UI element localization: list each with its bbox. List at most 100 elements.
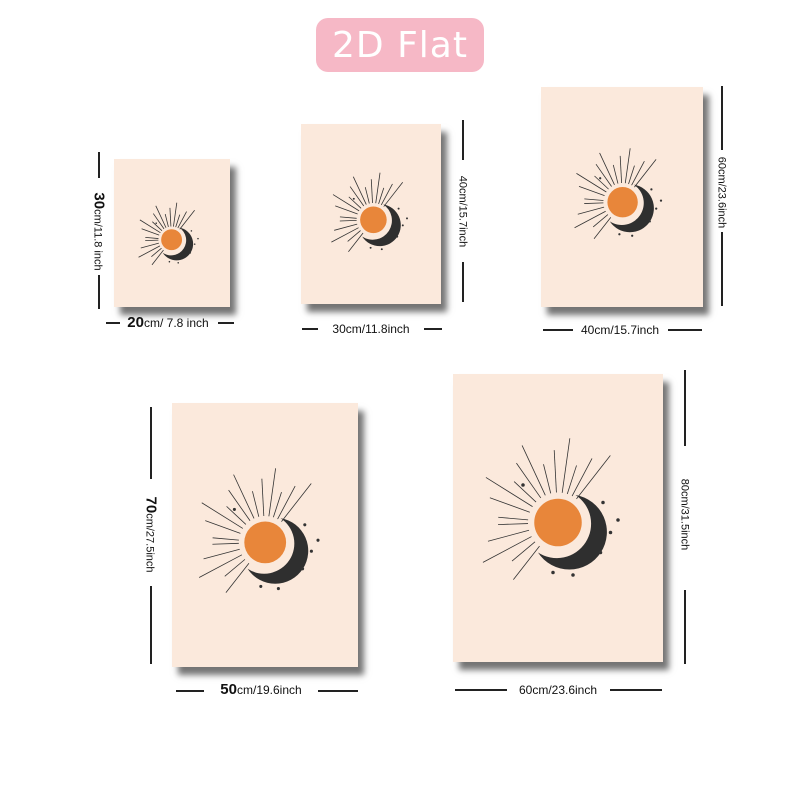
sun-ray: [339, 216, 357, 219]
sun-ray: [212, 537, 239, 541]
sun-ray: [201, 502, 244, 529]
star-dot: [648, 220, 651, 223]
poster-20x30: [114, 159, 230, 307]
sun-ray: [352, 176, 367, 205]
sun-ray: [485, 477, 533, 507]
star-dot: [155, 222, 157, 224]
width-label: 50cm/19.6inch: [220, 681, 302, 698]
star-dot: [303, 523, 307, 527]
width-line-left: [455, 689, 507, 691]
sun-ray: [226, 506, 247, 525]
sun-ray: [164, 213, 169, 227]
height-line-top: [98, 152, 100, 178]
star-dot: [599, 177, 602, 180]
sun-ray: [198, 554, 243, 578]
width-label: 60cm/23.6inch: [518, 683, 598, 697]
height-line-top: [684, 370, 686, 446]
sun-ray: [612, 164, 619, 184]
sun-ray: [141, 228, 160, 236]
moon-crescent: [538, 495, 607, 570]
star-dot: [193, 243, 196, 245]
sun-moon-artwork: [198, 468, 320, 593]
star-dot: [571, 573, 575, 577]
width-label: 30cm/11.8inch: [332, 322, 410, 336]
height-label: 40cm/15.7inch: [456, 175, 469, 248]
star-dot: [352, 197, 355, 200]
height-line-bottom: [462, 262, 464, 302]
sun-ray: [574, 210, 606, 229]
height-line-bottom: [150, 586, 152, 664]
sun-ray: [513, 545, 540, 580]
star-dot: [276, 587, 280, 591]
sun-ray: [205, 520, 241, 534]
star-dot: [659, 199, 663, 202]
sun-ray: [139, 219, 161, 234]
sun-ray: [487, 529, 530, 542]
sun-ray: [489, 497, 530, 513]
star-dot: [177, 262, 179, 264]
width-line-right: [610, 689, 662, 691]
star-dot: [631, 234, 634, 237]
width-line-left: [302, 328, 318, 330]
star-dot: [232, 507, 236, 511]
star-dot: [406, 217, 408, 220]
sun-ray: [348, 232, 364, 253]
sun-ray: [513, 481, 537, 503]
sun-ray: [498, 516, 529, 521]
width-line-right: [668, 329, 702, 331]
star-dot: [650, 188, 653, 191]
sun-ray: [594, 175, 609, 190]
height-label: 30cm/11.8 inch: [90, 192, 108, 271]
sun-ray: [566, 465, 577, 495]
sun-moon-artwork: [574, 148, 663, 240]
sun-ray: [631, 161, 645, 186]
width-line-right: [424, 328, 442, 330]
sun-ray: [543, 464, 552, 494]
width-label: 20cm/ 7.8 inch: [127, 314, 209, 331]
sun-moon-artwork: [331, 172, 408, 253]
sun-ray: [383, 182, 404, 207]
sun-ray: [349, 186, 365, 207]
star-dot: [618, 233, 621, 236]
height-line-top: [150, 407, 152, 479]
star-dot: [616, 518, 620, 522]
sun-ray: [233, 474, 255, 519]
star-dot: [396, 235, 399, 238]
sun-moon-artwork: [138, 202, 199, 266]
sun-ray: [378, 187, 385, 204]
sun-ray: [252, 491, 260, 517]
sun-ray: [364, 187, 370, 204]
height-line-top: [721, 86, 723, 150]
poster-60x80: [453, 374, 663, 662]
sun-ray: [175, 214, 181, 228]
sun-ray: [152, 213, 165, 230]
sun-ray: [145, 237, 159, 239]
height-line-bottom: [721, 232, 723, 306]
star-dot: [608, 530, 613, 535]
sun-ray: [511, 541, 536, 562]
star-dot: [521, 483, 525, 487]
sun-ray: [212, 542, 239, 545]
sun-disc: [607, 187, 638, 218]
height-line-bottom: [98, 275, 100, 309]
star-dot: [401, 224, 404, 227]
sun-disc: [534, 498, 582, 547]
star-dot: [601, 500, 605, 505]
star-dot: [259, 584, 263, 588]
star-dot: [197, 237, 199, 240]
sun-ray: [339, 219, 357, 222]
star-dot: [316, 538, 320, 542]
height-line-bottom: [684, 590, 686, 664]
sun-ray: [553, 450, 557, 493]
star-dot: [309, 549, 313, 553]
star-dot: [397, 207, 400, 210]
sun-ray: [375, 172, 381, 204]
sun-ray: [138, 245, 161, 258]
sun-ray: [584, 198, 604, 201]
width-line-left: [176, 690, 204, 692]
moon-crescent: [609, 184, 654, 233]
width-line-right: [318, 690, 358, 692]
sun-ray: [169, 207, 172, 227]
sun-ray: [576, 455, 611, 500]
sun-ray: [498, 523, 529, 525]
